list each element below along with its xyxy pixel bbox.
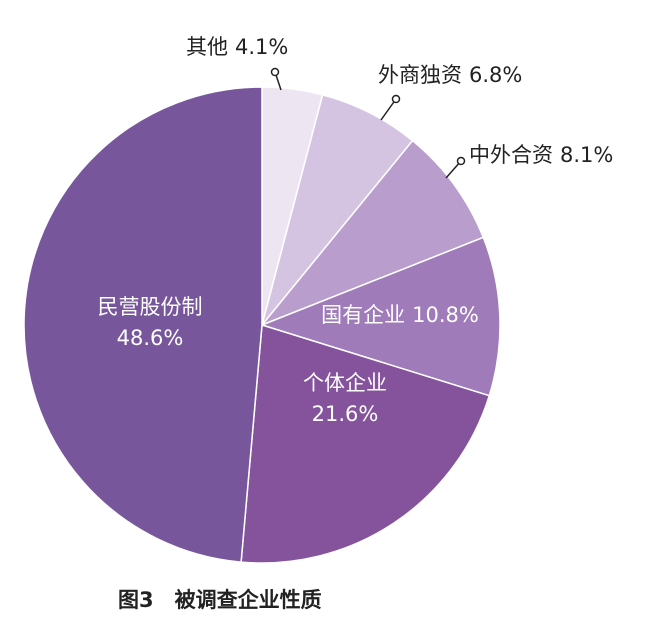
- slice-name: 外商独资: [378, 63, 462, 87]
- leader-dot: [391, 94, 401, 104]
- leader-dot: [456, 156, 466, 166]
- slice-value: 48.6%: [117, 326, 184, 350]
- slice-value: 4.1%: [235, 35, 288, 59]
- slice-label: 中外合资 8.1%: [469, 143, 613, 167]
- pie-slice: [240, 324, 491, 564]
- slice-value: 8.1%: [560, 143, 613, 167]
- slice-label: 个体企业: [303, 371, 387, 395]
- slice-label: 其他 4.1%: [186, 35, 288, 59]
- slice-label: 民营股份制: [98, 295, 203, 319]
- pie-slice: [23, 86, 263, 563]
- chart-title: 图3 被调查企业性质: [118, 588, 322, 612]
- leader-line: [380, 98, 397, 121]
- slice-name: 中外合资: [469, 143, 553, 167]
- pie-slice: [259, 139, 485, 327]
- slice-value: 10.8%: [412, 303, 479, 327]
- slice-name: 其他: [186, 35, 228, 59]
- slice-value: 6.8%: [469, 63, 522, 87]
- slice-label: 国有企业 10.8%: [321, 303, 479, 327]
- slice-name: 国有企业: [321, 303, 405, 327]
- pie-slice: [259, 236, 501, 397]
- slice-label: 外商独资 6.8%: [378, 63, 522, 87]
- slice-value: 21.6%: [312, 402, 379, 426]
- leader-dot: [270, 67, 280, 77]
